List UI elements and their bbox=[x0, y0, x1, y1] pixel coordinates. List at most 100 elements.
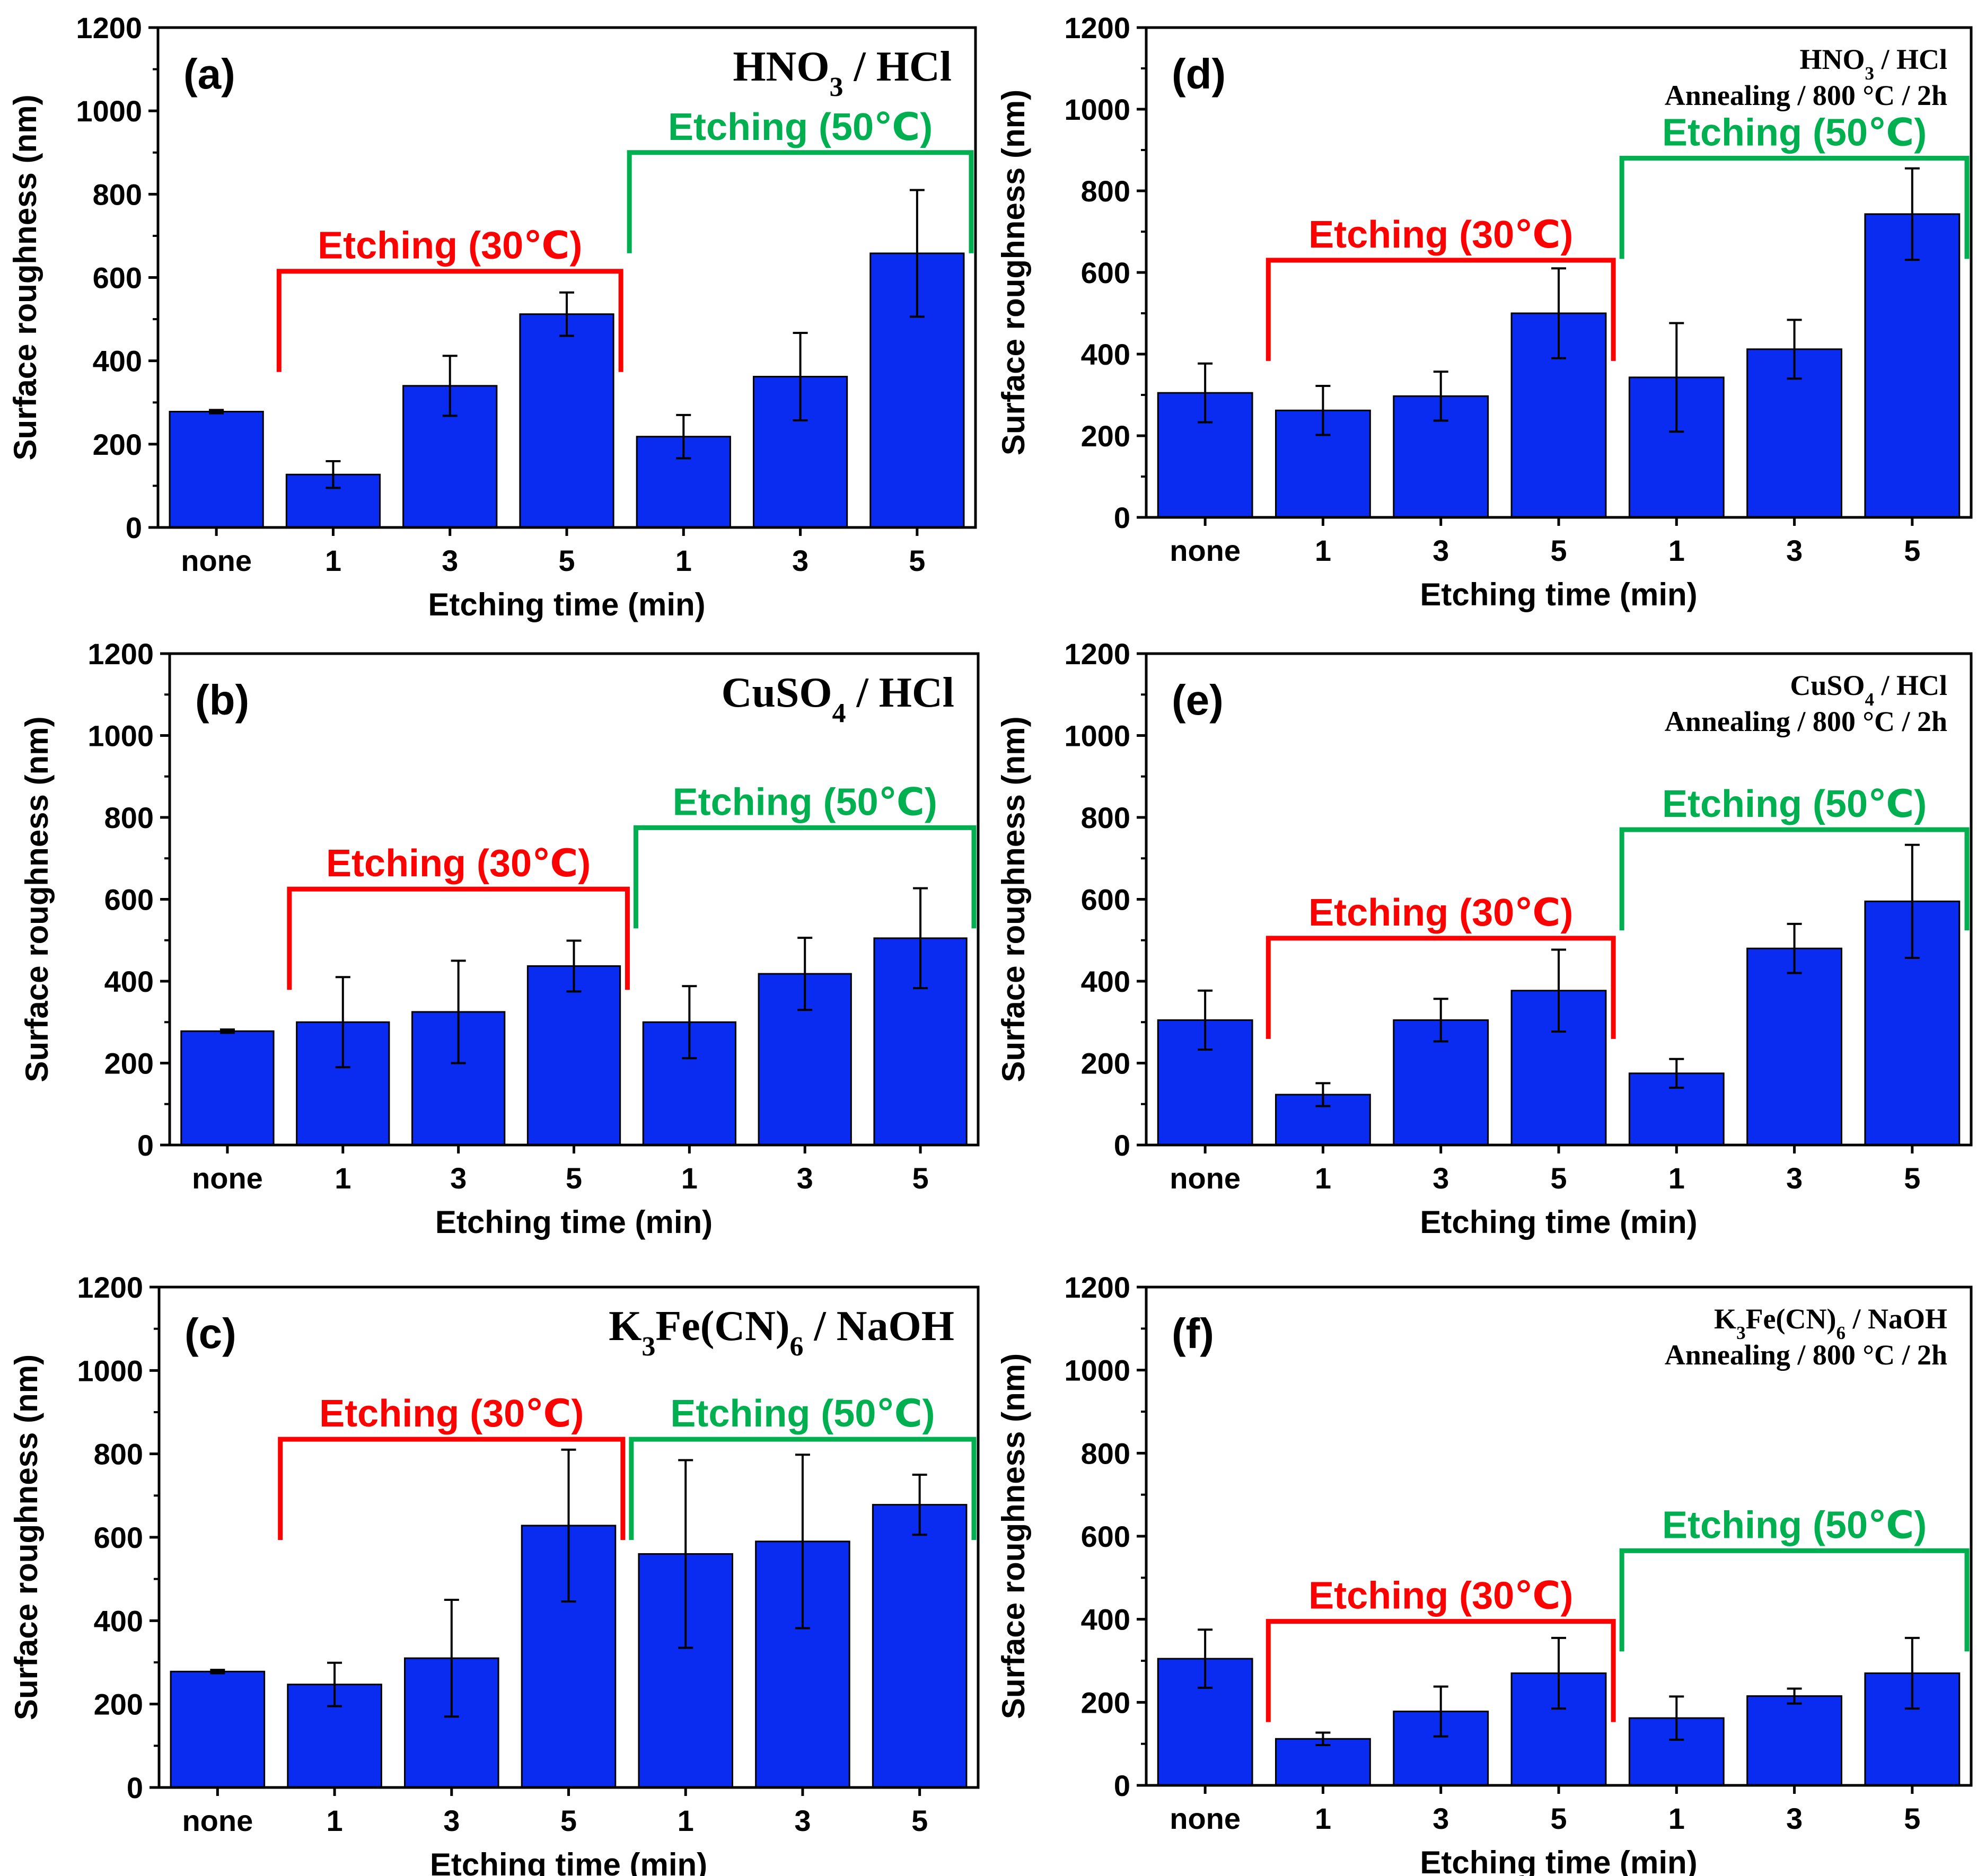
panel-subtitle: Annealing / 800 °C / 2h bbox=[1665, 1339, 1947, 1371]
error-bar bbox=[219, 1028, 235, 1034]
panel-label: (e) bbox=[1172, 676, 1224, 724]
x-tick-label: 3 bbox=[443, 1804, 460, 1837]
etching-50c-bracket bbox=[633, 825, 977, 929]
title-subscript: 3 bbox=[1865, 63, 1874, 84]
x-axis-title: Etching time (min) bbox=[1420, 1204, 1697, 1240]
x-axis-title: Etching time (min) bbox=[430, 1847, 707, 1876]
x-tick-label: 3 bbox=[794, 1804, 811, 1837]
etching-30c-bracket bbox=[287, 886, 630, 990]
panel-title: K3Fe(CN)6 / NaOH bbox=[609, 1303, 954, 1362]
etching-30c-bracket bbox=[1266, 258, 1616, 361]
etching-30c-label: Etching (30℃) bbox=[1308, 892, 1573, 934]
x-tick-label: none bbox=[1170, 1802, 1241, 1835]
x-tick-label: 5 bbox=[1550, 1161, 1567, 1195]
error-bar bbox=[1315, 385, 1331, 436]
y-tick-label: 1200 bbox=[77, 1271, 143, 1304]
error-bar bbox=[335, 976, 350, 1069]
error-bar bbox=[442, 355, 458, 417]
y-tick-label: 600 bbox=[1081, 883, 1130, 917]
title-part: / HCl bbox=[1874, 670, 1947, 701]
x-tick-label: 3 bbox=[1786, 1802, 1803, 1835]
y-tick-label: 400 bbox=[1081, 965, 1130, 998]
title-subscript: 3 bbox=[830, 72, 843, 102]
x-tick-label: 3 bbox=[1786, 1161, 1803, 1195]
x-tick-label: 3 bbox=[1786, 534, 1803, 567]
x-tick-label: 5 bbox=[911, 1804, 928, 1837]
x-tick-label: 1 bbox=[678, 1804, 694, 1837]
title-part: / HCl bbox=[846, 670, 954, 716]
title-part: / HCl bbox=[843, 43, 952, 90]
error-bar bbox=[682, 985, 697, 1060]
error-bar bbox=[1787, 1687, 1802, 1705]
etching-50c-label: Etching (50℃) bbox=[1662, 783, 1927, 825]
x-axis-title: Etching time (min) bbox=[1420, 577, 1697, 612]
x-tick-label: 1 bbox=[1668, 1802, 1685, 1835]
y-tick-label: 200 bbox=[94, 1688, 143, 1721]
error-bar bbox=[451, 959, 466, 1064]
x-tick-label: 3 bbox=[1433, 1161, 1449, 1195]
x-tick-label: 1 bbox=[1668, 534, 1685, 567]
title-part: Fe(CN) bbox=[1746, 1303, 1836, 1335]
etching-50c-bracket bbox=[1619, 1548, 1970, 1652]
etching-30c-label: Etching (30℃) bbox=[318, 225, 582, 267]
error-bar bbox=[566, 939, 582, 993]
y-tick-label: 1200 bbox=[76, 11, 142, 45]
x-tick-label: 5 bbox=[1904, 534, 1920, 567]
y-tick-label: 0 bbox=[137, 1129, 154, 1162]
x-tick-label: 3 bbox=[1433, 1802, 1449, 1835]
title-part: / NaOH bbox=[1846, 1303, 1947, 1335]
bar bbox=[1746, 947, 1842, 1146]
etching-30c-label: Etching (30℃) bbox=[326, 842, 591, 885]
bar bbox=[872, 1504, 968, 1789]
etching-50c-label: Etching (50℃) bbox=[1662, 1504, 1927, 1546]
etching-30c-bracket bbox=[1266, 1619, 1616, 1722]
y-tick-label: 1200 bbox=[1064, 637, 1130, 671]
y-tick-label: 600 bbox=[94, 1521, 143, 1554]
x-tick-label: none bbox=[1170, 1161, 1241, 1195]
x-tick-label: 5 bbox=[1550, 534, 1567, 567]
title-part: K bbox=[1714, 1303, 1736, 1335]
error-bar bbox=[1904, 1636, 1920, 1710]
etching-50c-bracket bbox=[629, 1437, 977, 1540]
y-tick-label: 600 bbox=[93, 261, 142, 295]
y-tick-label: 200 bbox=[1081, 419, 1130, 453]
panel-title: K3Fe(CN)6 / NaOH bbox=[1714, 1303, 1947, 1343]
y-tick-label: 1000 bbox=[1064, 93, 1130, 126]
x-tick-label: 5 bbox=[1550, 1802, 1567, 1835]
y-tick-label: 800 bbox=[1081, 174, 1130, 208]
bar bbox=[411, 1011, 506, 1146]
error-bar bbox=[1433, 998, 1448, 1043]
x-tick-label: 1 bbox=[1315, 534, 1331, 567]
panel-title: HNO3 / HCl bbox=[733, 43, 952, 102]
y-tick-label: 1000 bbox=[76, 94, 142, 128]
chart-panel-c: Etching (30℃) Etching (50℃) 0 200 400 600 800 1… bbox=[8, 1271, 980, 1876]
etching-30c-label: Etching (30℃) bbox=[319, 1393, 584, 1435]
error-bar bbox=[1669, 322, 1684, 433]
error-bar bbox=[327, 1661, 342, 1707]
error-bar bbox=[1433, 371, 1448, 422]
title-part: HNO bbox=[733, 43, 829, 90]
panel-label: (d) bbox=[1172, 50, 1226, 98]
y-tick-label: 200 bbox=[1081, 1047, 1130, 1080]
title-subscript: 6 bbox=[1836, 1323, 1846, 1343]
y-tick-label: 0 bbox=[126, 511, 142, 544]
chart-panel-d: Etching (30℃) Etching (50℃) 0 200 400 600 800 1… bbox=[996, 11, 1973, 612]
title-part: Fe(CN) bbox=[655, 1303, 789, 1350]
x-tick-label: 5 bbox=[1904, 1802, 1920, 1835]
y-tick-label: 1000 bbox=[77, 1354, 143, 1387]
y-tick-label: 400 bbox=[104, 965, 154, 998]
x-tick-label: 1 bbox=[1668, 1161, 1685, 1195]
etching-50c-bracket bbox=[1619, 155, 1970, 259]
y-tick-label: 400 bbox=[1081, 338, 1130, 371]
x-tick-label: 1 bbox=[681, 1161, 698, 1195]
y-tick-label: 400 bbox=[94, 1604, 143, 1637]
x-tick-label: 5 bbox=[909, 544, 925, 577]
panel-subtitle: Annealing / 800 °C / 2h bbox=[1665, 706, 1947, 737]
panel-label: (f) bbox=[1172, 1310, 1214, 1357]
y-tick-label: 0 bbox=[1114, 501, 1130, 534]
title-subscript: 3 bbox=[642, 1332, 655, 1362]
title-part: CuSO bbox=[1790, 670, 1865, 701]
chart-panel-b: Etching (30℃) Etching (50℃) 0 200 400 600 800 1… bbox=[19, 637, 980, 1240]
y-tick-label: 0 bbox=[1114, 1129, 1130, 1162]
x-tick-label: none bbox=[192, 1161, 263, 1195]
